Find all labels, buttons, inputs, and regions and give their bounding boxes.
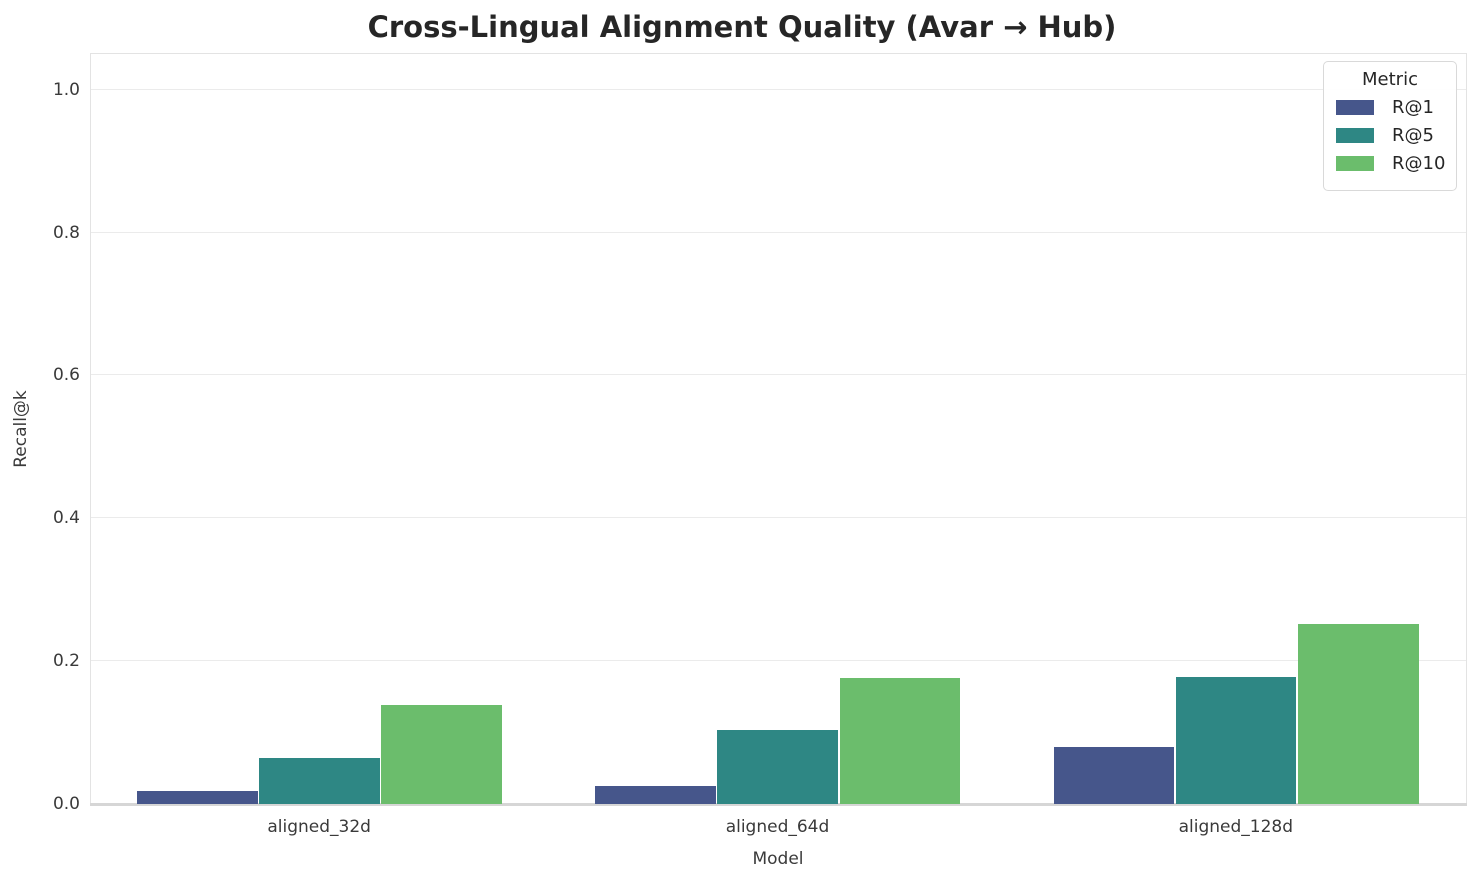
- legend-swatch-icon: [1336, 128, 1374, 143]
- legend-item-R@5: R@5: [1336, 125, 1446, 146]
- legend-item-R@1: R@1: [1336, 97, 1446, 118]
- legend-item-R@10: R@10: [1336, 153, 1446, 174]
- legend-title: Metric: [1362, 69, 1418, 90]
- x-axis-line: [90, 803, 1467, 806]
- bar-aligned_64d-R@5: [717, 730, 839, 804]
- bar-aligned_64d-R@10: [839, 678, 961, 804]
- legend-label: R@10: [1392, 153, 1446, 174]
- gridline: [91, 517, 1466, 519]
- legend-label: R@1: [1392, 97, 1434, 118]
- gridline: [91, 374, 1466, 376]
- legend: Metric R@1 R@5 R@10: [1323, 61, 1457, 191]
- bar-aligned_128d-R@10: [1297, 624, 1419, 804]
- y-tick-label: 0.8: [52, 222, 80, 243]
- chart-title: Cross-Lingual Alignment Quality (Avar → …: [367, 10, 1117, 44]
- gridline: [91, 231, 1466, 233]
- x-tick-label: aligned_128d: [1178, 817, 1294, 837]
- bar-aligned_32d-R@1: [136, 791, 258, 804]
- x-tick-label: aligned_64d: [725, 817, 830, 837]
- y-tick-label: 0.0: [52, 794, 80, 814]
- gridline: [91, 660, 1466, 662]
- y-axis-label: Recall@k: [11, 390, 31, 468]
- bar-aligned_128d-R@1: [1053, 746, 1175, 804]
- x-axis-label: Model: [752, 849, 804, 869]
- legend-items: R@1 R@5 R@10: [1334, 97, 1446, 174]
- y-tick-label: 1.0: [52, 79, 80, 100]
- y-tick-label: 0.4: [52, 508, 80, 529]
- bar-aligned_64d-R@1: [595, 786, 716, 804]
- gridline: [91, 88, 1466, 90]
- bar-aligned_32d-R@5: [259, 758, 380, 804]
- bar-aligned_32d-R@10: [381, 705, 502, 804]
- legend-swatch-icon: [1336, 100, 1374, 115]
- legend-swatch-icon: [1336, 156, 1374, 171]
- x-tick-label: aligned_32d: [267, 817, 371, 837]
- bar-aligned_128d-R@5: [1175, 676, 1297, 804]
- plot-area: [90, 53, 1467, 806]
- legend-label: R@5: [1392, 125, 1434, 146]
- y-tick-label: 0.6: [52, 365, 80, 386]
- y-tick-label: 0.2: [52, 651, 80, 672]
